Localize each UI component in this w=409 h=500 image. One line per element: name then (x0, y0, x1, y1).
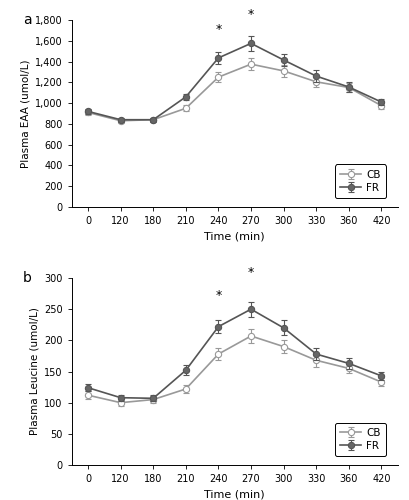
Legend: CB, FR: CB, FR (334, 164, 385, 198)
Text: *: * (247, 8, 254, 21)
Y-axis label: Plasma Leucine (umol/L): Plasma Leucine (umol/L) (30, 308, 40, 436)
Text: *: * (215, 22, 221, 36)
X-axis label: Time (min): Time (min) (204, 490, 264, 500)
Y-axis label: Plasma EAA (umol/L): Plasma EAA (umol/L) (21, 59, 31, 168)
Text: b: b (23, 270, 31, 284)
Text: *: * (215, 288, 221, 302)
Legend: CB, FR: CB, FR (334, 422, 385, 456)
Text: *: * (247, 266, 254, 280)
Text: a: a (23, 12, 31, 26)
X-axis label: Time (min): Time (min) (204, 232, 264, 241)
